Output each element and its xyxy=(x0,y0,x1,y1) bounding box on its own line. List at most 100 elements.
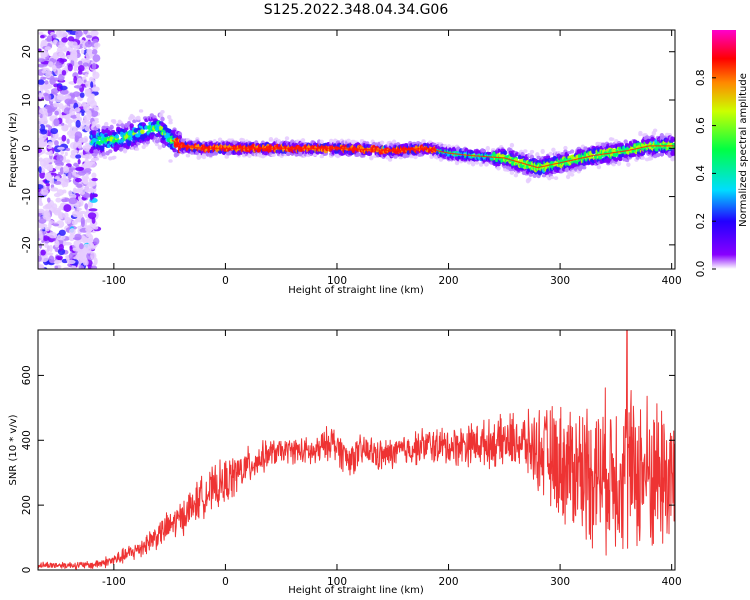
spectrogram-noise-blob xyxy=(85,226,93,233)
spectrogram-noise-blob xyxy=(40,226,45,230)
snr-y-label: SNR (10 * v/v) xyxy=(8,414,19,485)
spectrogram-marks xyxy=(38,30,675,269)
spectrogram-noise-blob xyxy=(93,237,100,245)
spectrogram-noise-blob xyxy=(86,48,93,54)
spectrogram-x-tick-label: 400 xyxy=(662,275,682,287)
spectrogram-noise-blob xyxy=(58,205,63,211)
spectrogram-noise-blob xyxy=(57,44,63,48)
spectrogram-ridge-blob xyxy=(96,124,101,129)
spectrogram-ridge-blob xyxy=(136,141,141,146)
spectrogram-noise-blob xyxy=(52,65,57,72)
spectrogram-ridge-blob xyxy=(369,155,374,160)
spectrogram-noise-blob xyxy=(91,172,97,179)
spectrogram-noise-blob xyxy=(90,30,99,37)
spectrogram-noise-blob xyxy=(85,218,92,223)
spectrogram-noise-blob xyxy=(38,197,42,203)
spectrogram-noise-blob xyxy=(52,34,57,39)
spectrogram-y-tick-label: 0 xyxy=(21,145,33,152)
spectrogram-ridge-blob xyxy=(104,121,109,127)
spectrogram-noise-blob xyxy=(40,50,47,59)
spectrogram-noise-blob xyxy=(47,197,51,203)
spectrogram-ridge-blob xyxy=(503,150,508,156)
spectrogram-noise-blob xyxy=(72,72,79,79)
spectrogram-noise-blob xyxy=(49,150,53,157)
spectrogram-noise-blob xyxy=(91,177,98,182)
spectrogram-noise-blob xyxy=(38,92,43,100)
spectrogram-noise-blob xyxy=(45,216,52,222)
spectrogram-noise-blob xyxy=(70,50,78,58)
spectrogram-noise-blob xyxy=(54,239,60,248)
spectrogram-noise-blob xyxy=(57,146,65,150)
spectrogram-noise-blob xyxy=(79,39,85,43)
spectrogram-noise-blob xyxy=(92,193,98,198)
spectrogram-noise-blob xyxy=(54,176,60,180)
spectrogram-noise-blob xyxy=(74,177,82,183)
colorbar-gradient xyxy=(712,30,736,269)
spectrogram-ridge-blob xyxy=(109,124,114,130)
spectrogram-noise-blob xyxy=(44,104,51,110)
spectrogram-noise-blob xyxy=(90,252,97,260)
spectrogram-noise-blob xyxy=(46,35,53,42)
spectrogram-noise-blob xyxy=(56,220,65,228)
spectrogram-noise-blob xyxy=(61,198,68,203)
spectrogram-ridge-blob xyxy=(540,148,545,154)
spectrogram-noise-blob xyxy=(59,85,68,91)
spectrogram-noise-blob xyxy=(49,187,59,192)
spectrogram-ridge-blob xyxy=(201,153,207,157)
spectrogram-noise-blob xyxy=(63,212,69,219)
spectrogram-ridge-blob xyxy=(100,146,105,152)
spectrogram-noise-blob xyxy=(74,107,81,113)
spectrogram-noise-blob xyxy=(39,243,43,249)
spectrogram-noise-blob xyxy=(55,255,63,260)
spectrogram-noise-blob xyxy=(68,167,77,171)
spectrogram-noise-blob xyxy=(71,265,77,269)
spectrogram-ridge-blob xyxy=(286,151,291,156)
spectrogram-x-tick-label: 300 xyxy=(550,275,570,287)
spectrogram-noise-blob xyxy=(77,65,85,72)
spectrogram-noise-blob xyxy=(69,126,78,134)
spectrogram-noise-blob xyxy=(93,226,99,230)
spectrogram-noise-blob xyxy=(69,228,76,236)
spectrogram-noise-blob xyxy=(56,154,64,163)
spectrogram-ridge-blob xyxy=(496,165,501,171)
spectrogram-noise-blob xyxy=(93,106,100,112)
spectrogram-noise-blob xyxy=(84,259,89,266)
spectrogram-noise-blob xyxy=(45,183,50,187)
spectrogram-noise-blob xyxy=(38,157,43,162)
spectrogram-noise-blob xyxy=(71,41,78,49)
spectrogram-noise-blob xyxy=(47,141,54,147)
spectrogram-noise-blob xyxy=(65,147,71,152)
spectrogram-noise-blob xyxy=(54,110,59,116)
spectrogram-noise-blob xyxy=(79,92,85,98)
spectrogram-noise-blob xyxy=(64,151,68,157)
spectrogram-noise-blob xyxy=(38,31,44,36)
spectrogram-noise-blob xyxy=(43,209,50,217)
spectrogram-noise-blob xyxy=(56,189,65,196)
spectrogram-noise-blob xyxy=(61,37,68,43)
spectrogram-noise-blob xyxy=(67,63,73,72)
spectrogram-noise-blob xyxy=(90,110,99,118)
spectrogram-ridge-blob xyxy=(104,133,109,138)
snr-plot-area xyxy=(38,330,675,570)
spectrogram-noise-blob xyxy=(75,167,84,171)
spectrogram-noise-blob xyxy=(38,208,45,214)
spectrogram-ridge-blob xyxy=(168,159,173,163)
spectrogram-noise-blob xyxy=(48,232,57,239)
spectrogram-noise-blob xyxy=(72,247,80,252)
spectrogram-noise-blob xyxy=(78,60,83,66)
spectrogram-noise-blob xyxy=(92,38,99,43)
spectrogram-noise-blob xyxy=(81,111,85,116)
spectrogram-noise-blob xyxy=(76,77,83,86)
spectrogram-ridge-blob xyxy=(509,170,515,175)
spectrogram-noise-blob xyxy=(49,244,53,253)
spectrogram-noise-blob xyxy=(54,180,62,185)
spectrogram-noise-blob xyxy=(42,157,51,164)
spectrogram-ridge-blob xyxy=(268,137,274,142)
spectrogram-ridge-blob xyxy=(102,155,108,160)
spectrogram-noise-blob xyxy=(57,177,65,181)
spectrogram-ridge-blob xyxy=(513,173,519,178)
spectrogram-ridge-blob xyxy=(168,118,173,123)
spectrogram-noise-blob xyxy=(64,95,72,100)
spectrogram-noise-blob xyxy=(59,89,69,95)
spectrogram-noise-blob xyxy=(78,265,85,269)
